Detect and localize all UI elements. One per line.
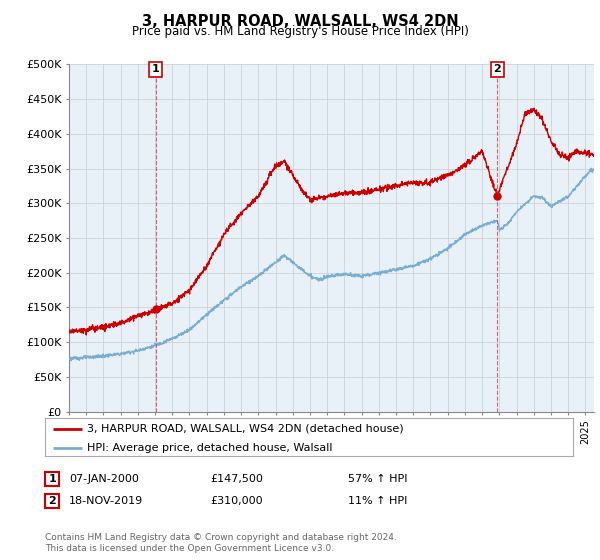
Text: Contains HM Land Registry data © Crown copyright and database right 2024.
This d: Contains HM Land Registry data © Crown c… (45, 533, 397, 553)
Text: HPI: Average price, detached house, Walsall: HPI: Average price, detached house, Wals… (87, 442, 333, 452)
Text: 2: 2 (493, 64, 501, 74)
Text: Price paid vs. HM Land Registry's House Price Index (HPI): Price paid vs. HM Land Registry's House … (131, 25, 469, 38)
Text: 1: 1 (49, 474, 56, 484)
Text: 2: 2 (49, 496, 56, 506)
Text: 1: 1 (152, 64, 160, 74)
Text: 18-NOV-2019: 18-NOV-2019 (69, 496, 143, 506)
Text: 3, HARPUR ROAD, WALSALL, WS4 2DN (detached house): 3, HARPUR ROAD, WALSALL, WS4 2DN (detach… (87, 423, 404, 433)
Text: £147,500: £147,500 (210, 474, 263, 484)
Text: 07-JAN-2000: 07-JAN-2000 (69, 474, 139, 484)
Text: 11% ↑ HPI: 11% ↑ HPI (348, 496, 407, 506)
Text: 3, HARPUR ROAD, WALSALL, WS4 2DN: 3, HARPUR ROAD, WALSALL, WS4 2DN (142, 14, 458, 29)
Text: £310,000: £310,000 (210, 496, 263, 506)
Text: 57% ↑ HPI: 57% ↑ HPI (348, 474, 407, 484)
